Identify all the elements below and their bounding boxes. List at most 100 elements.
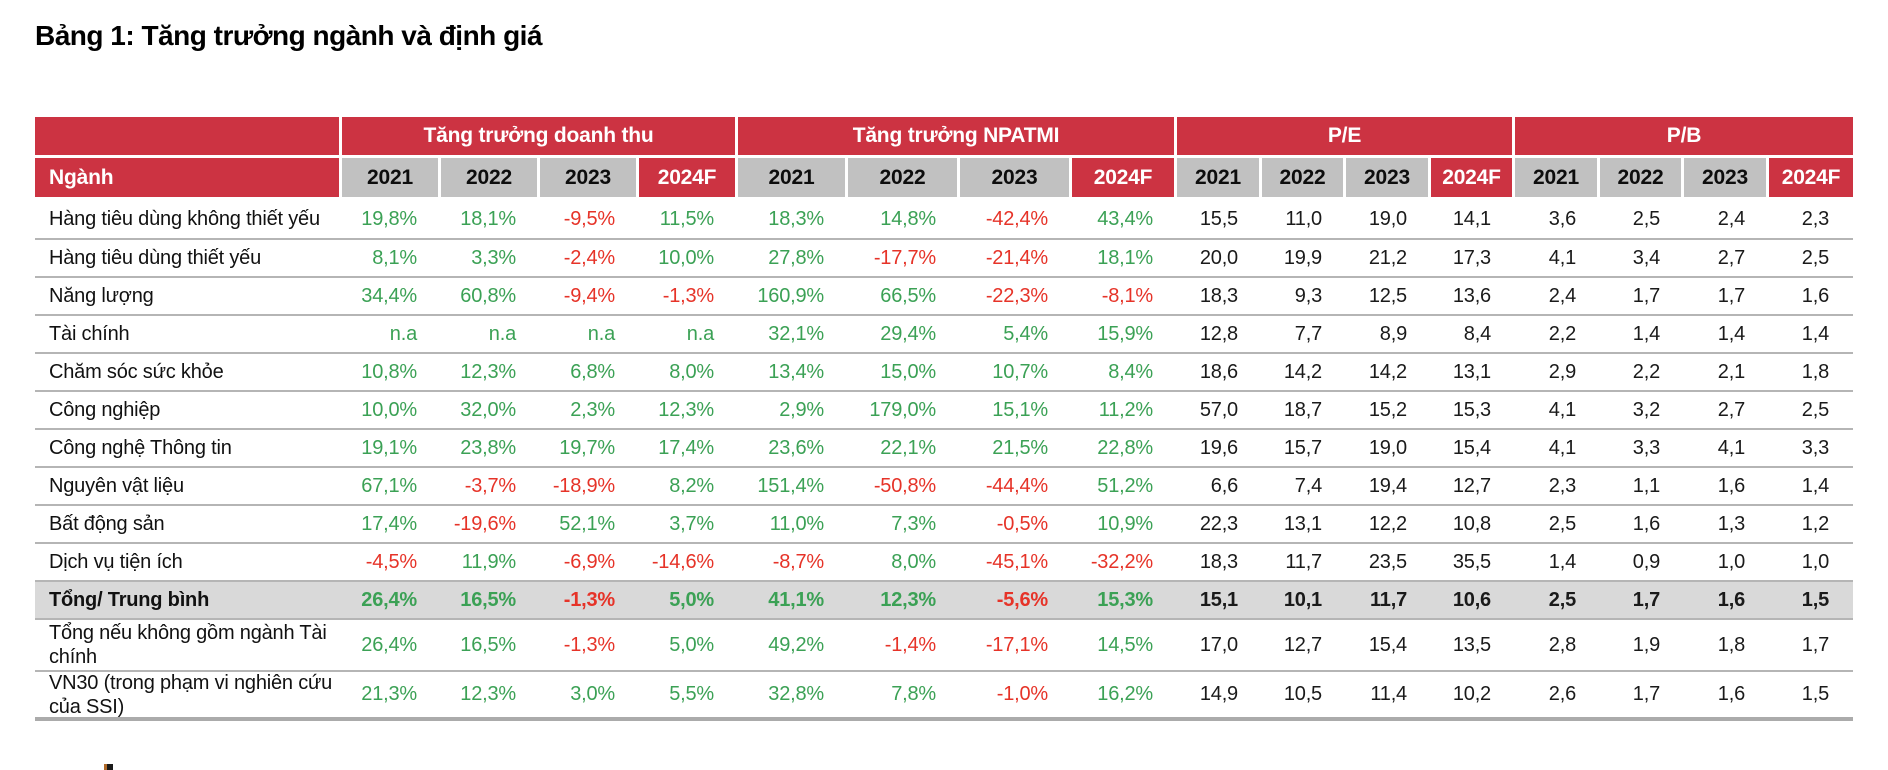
value-cell: 8,0% <box>639 352 738 390</box>
value-cell: 8,0% <box>848 542 960 580</box>
value-cell: 15,2 <box>1346 390 1431 428</box>
year-header: 2023 <box>1684 158 1769 200</box>
value-cell: 18,6 <box>1177 352 1262 390</box>
value-cell: 10,9% <box>1072 504 1177 542</box>
value-cell: 18,3 <box>1177 542 1262 580</box>
value-cell: 21,3% <box>342 670 441 721</box>
value-cell: -3,7% <box>441 466 540 504</box>
value-cell: 13,6 <box>1431 276 1515 314</box>
value-cell: n.a <box>639 314 738 352</box>
value-cell: 10,1 <box>1262 580 1346 618</box>
value-cell: -0,5% <box>960 504 1072 542</box>
value-cell: 13,1 <box>1262 504 1346 542</box>
value-cell: 2,1 <box>1684 352 1769 390</box>
year-header: 2021 <box>1515 158 1600 200</box>
value-cell: 2,5 <box>1632 207 1660 230</box>
year-header: 2021 <box>738 158 848 200</box>
row-label: Dịch vụ tiện ích <box>35 542 342 580</box>
value-cell: 17,4% <box>342 504 441 542</box>
value-cell: 10,5 <box>1262 670 1346 721</box>
value-cell: 2,7 <box>1684 238 1769 276</box>
value-cell: 19,7% <box>540 428 639 466</box>
value-cell: -1,3% <box>540 580 639 618</box>
value-cell: 22,3 <box>1177 504 1262 542</box>
year-header: 2021 <box>342 158 441 200</box>
value-cell: 4,1 <box>1515 238 1600 276</box>
value-cell: -42,4% <box>985 207 1048 230</box>
value-cell: 26,4% <box>342 580 441 618</box>
value-cell: 11,7 <box>1262 542 1346 580</box>
value-cell: 15,4 <box>1346 618 1431 670</box>
value-cell: 3,3 <box>1600 428 1684 466</box>
value-cell: 5,0% <box>639 618 738 670</box>
value-cell: 1,7 <box>1600 670 1684 721</box>
value-cell: 13,1 <box>1431 352 1515 390</box>
value-cell: 15,3 <box>1431 390 1515 428</box>
value-cell: -50,8% <box>848 466 960 504</box>
value-cell: 1,7 <box>1600 580 1684 618</box>
value-cell: 52,1% <box>540 504 639 542</box>
year-header: 2023 <box>960 158 1072 200</box>
value-cell: 17,3 <box>1431 238 1515 276</box>
value-cell: -1,0% <box>960 670 1072 721</box>
value-cell: 19,1% <box>342 428 441 466</box>
value-cell: 57,0 <box>1177 390 1262 428</box>
value-cell: 12,8 <box>1177 314 1262 352</box>
value-cell: 34,4% <box>342 276 441 314</box>
value-cell: 21,2 <box>1346 238 1431 276</box>
column-header-nganh: Ngành <box>35 158 342 200</box>
value-cell: 6,8% <box>540 352 639 390</box>
row-label: Nguyên vật liệu <box>35 466 342 504</box>
value-cell: 16,5% <box>441 580 540 618</box>
value-cell: -44,4% <box>960 466 1072 504</box>
value-cell: 32,8% <box>738 670 848 721</box>
value-cell: 19,0 <box>1346 428 1431 466</box>
value-cell: -17,1% <box>960 618 1072 670</box>
year-header: 2021 <box>1177 158 1262 200</box>
value-cell: 26,4% <box>342 618 441 670</box>
value-cell: 19,8% <box>361 207 417 230</box>
value-cell: 5,0% <box>639 580 738 618</box>
value-cell: 10,6 <box>1431 580 1515 618</box>
value-cell: n.a <box>441 314 540 352</box>
value-cell: 1,4 <box>1600 314 1684 352</box>
value-cell: 1,9 <box>1600 618 1684 670</box>
value-cell: 19,4 <box>1346 466 1431 504</box>
row-label: Tổng/ Trung bình <box>35 580 342 618</box>
value-cell: 8,9 <box>1346 314 1431 352</box>
value-cell: 15,1 <box>1177 580 1262 618</box>
value-cell: 8,4% <box>1072 352 1177 390</box>
value-cell: 1,7 <box>1600 276 1684 314</box>
value-cell: 35,5 <box>1431 542 1515 580</box>
value-cell: 2,8 <box>1515 618 1600 670</box>
value-cell: 7,7 <box>1262 314 1346 352</box>
value-cell: 10,8 <box>1431 504 1515 542</box>
value-cell: 11,5% <box>659 207 714 230</box>
value-cell: 14,8% <box>880 207 936 230</box>
value-cell: 19,0 <box>1368 207 1407 230</box>
value-cell: 13,5 <box>1431 618 1515 670</box>
value-cell: 14,2 <box>1346 352 1431 390</box>
row-label: VN30 (trong phạm vi nghiên cứu của SSI) <box>35 670 342 721</box>
value-cell: 16,5% <box>441 618 540 670</box>
value-cell: 14,2 <box>1262 352 1346 390</box>
value-cell: 11,4 <box>1346 670 1431 721</box>
year-header: 2024F <box>639 158 738 200</box>
value-cell: 7,3% <box>848 504 960 542</box>
value-cell: 151,4% <box>738 466 848 504</box>
value-cell: 23,5 <box>1346 542 1431 580</box>
row-label: Hàng tiêu dùng không thiết yếu <box>49 208 320 230</box>
value-cell: 10,8% <box>342 352 441 390</box>
value-cell: 60,8% <box>441 276 540 314</box>
value-cell: 1,6 <box>1769 276 1853 314</box>
value-cell: 2,5 <box>1769 238 1853 276</box>
value-cell: 51,2% <box>1072 466 1177 504</box>
value-cell: 6,6 <box>1177 466 1262 504</box>
value-cell: 1,4 <box>1769 314 1853 352</box>
value-cell: 18,3% <box>768 207 824 230</box>
value-cell: -9,4% <box>540 276 639 314</box>
value-cell: 12,2 <box>1346 504 1431 542</box>
value-cell: 8,1% <box>342 238 441 276</box>
value-cell: 8,4 <box>1431 314 1515 352</box>
value-cell: 1,6 <box>1684 466 1769 504</box>
